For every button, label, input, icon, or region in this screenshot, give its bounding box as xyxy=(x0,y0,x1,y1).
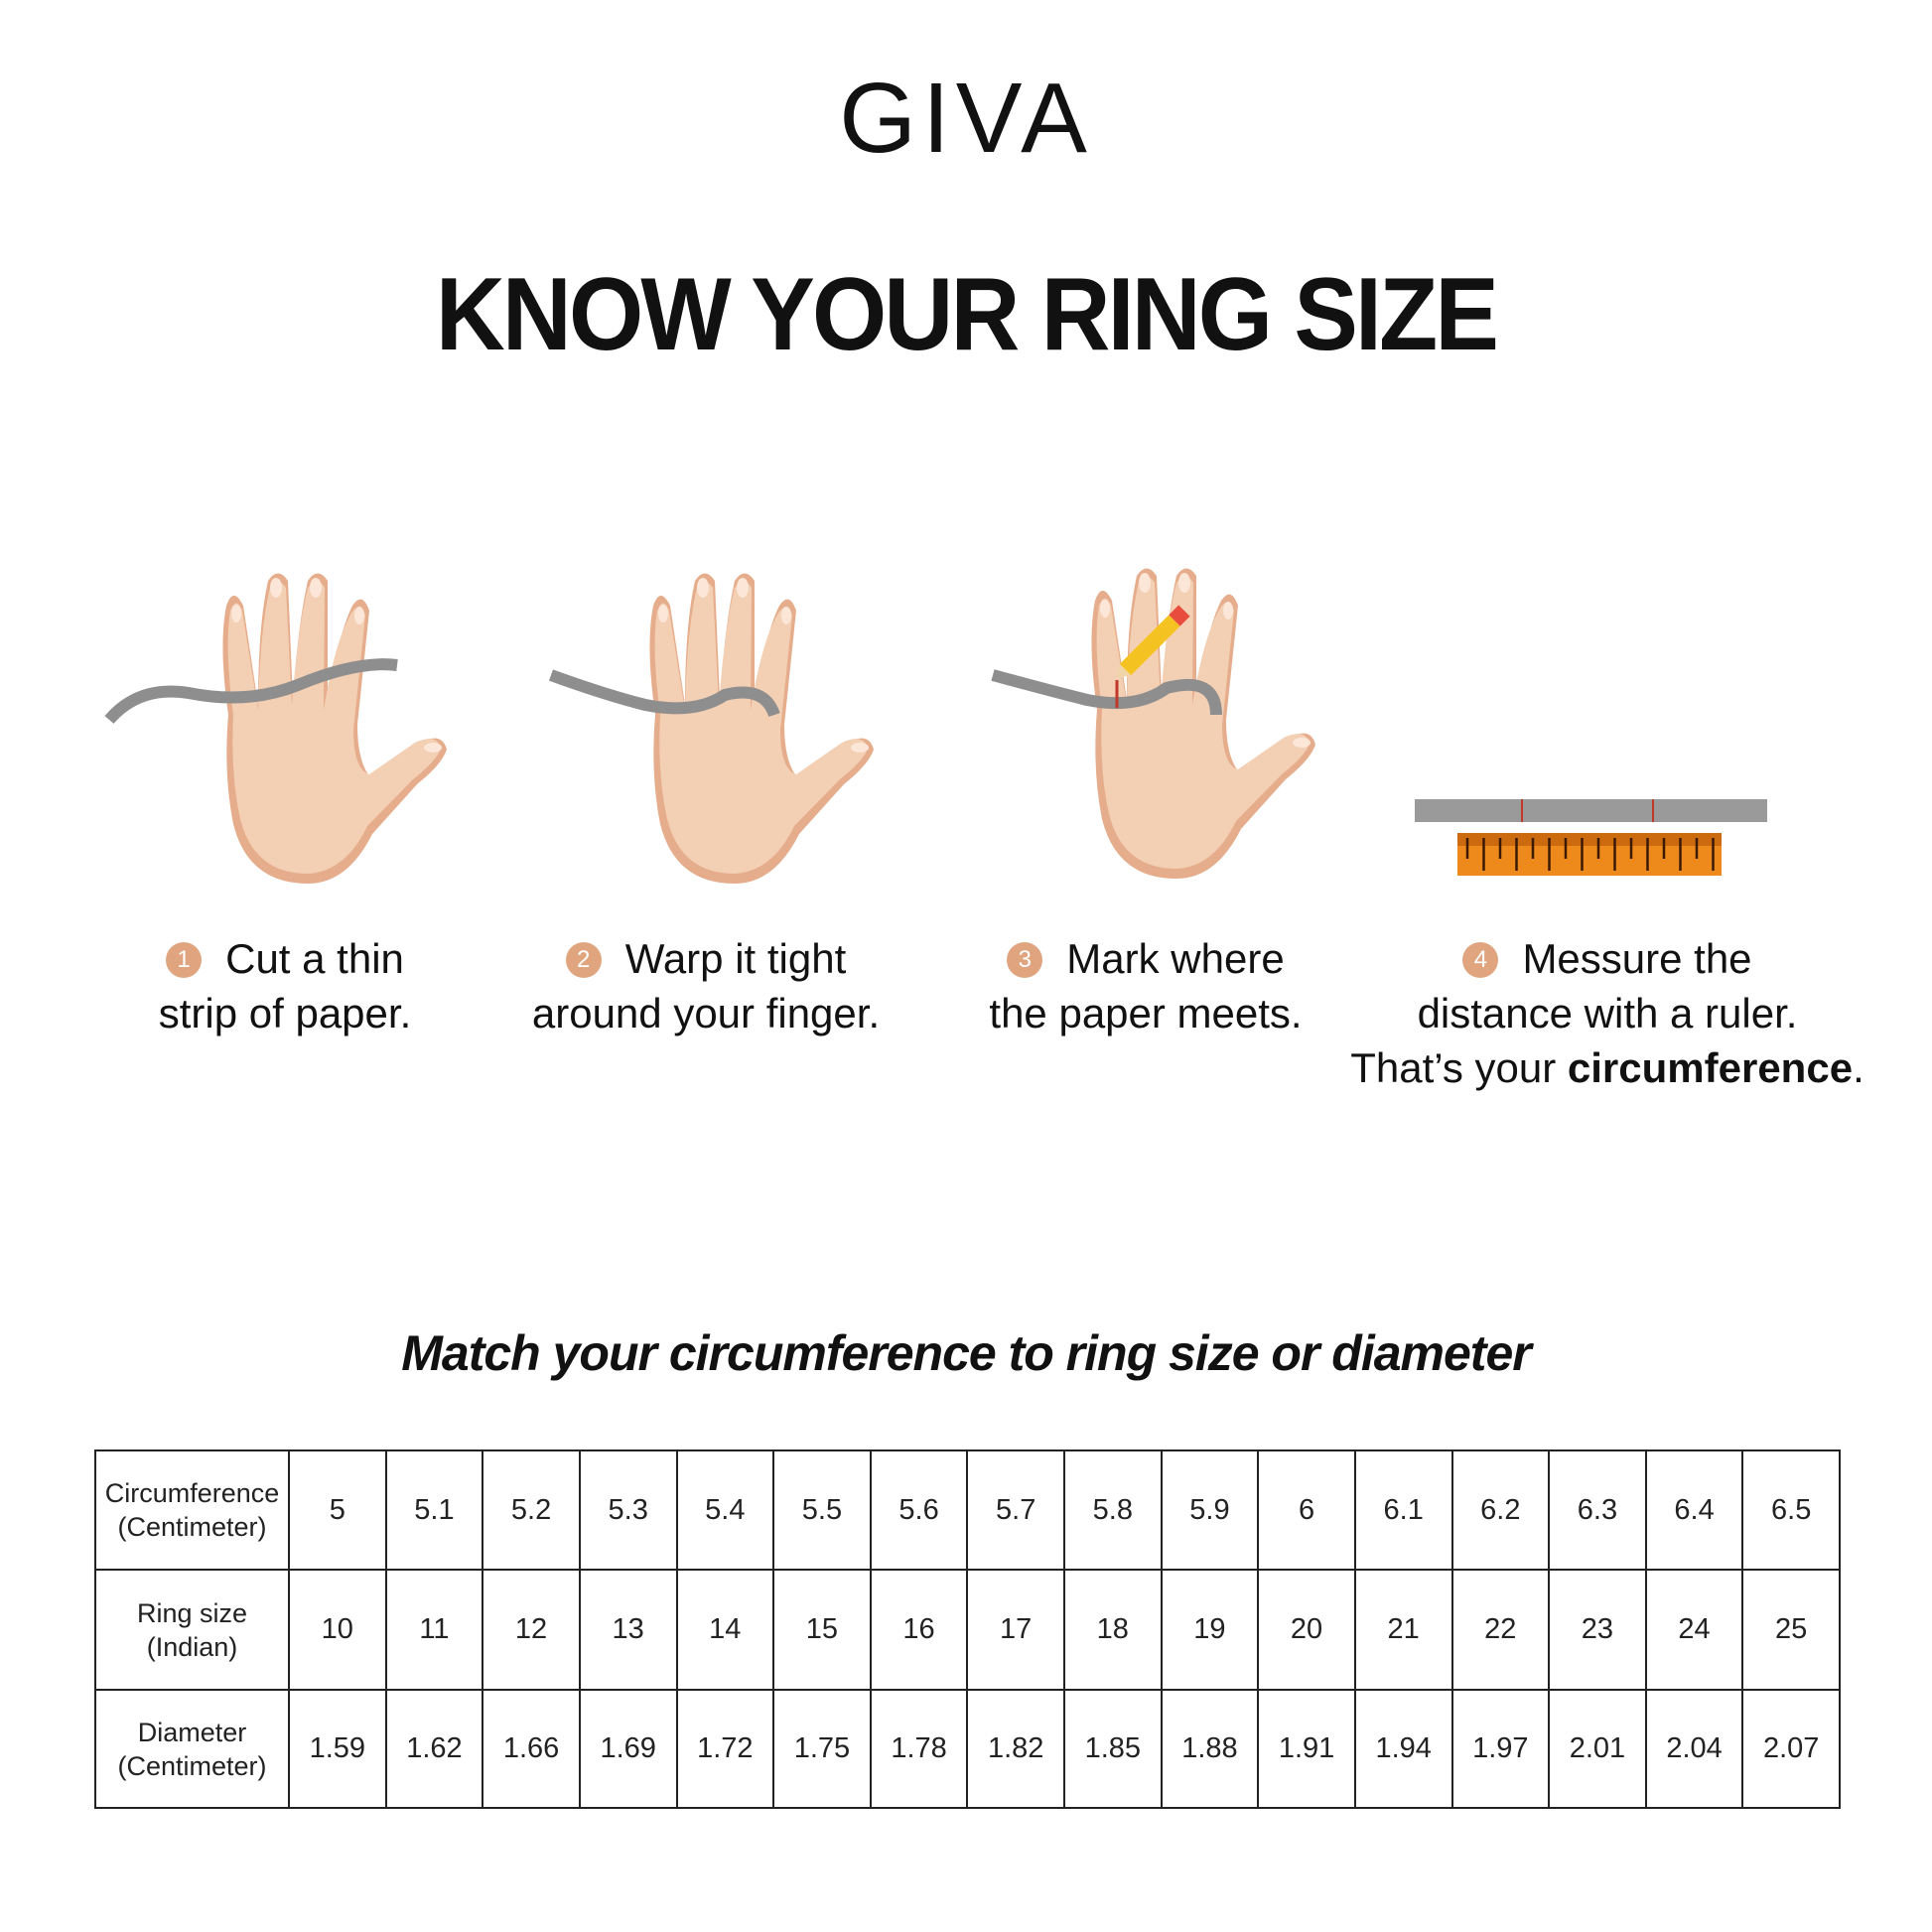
pencil-icon xyxy=(1117,605,1190,678)
table-cell: 1.97 xyxy=(1450,1689,1551,1809)
table-cell: 1.75 xyxy=(772,1689,872,1809)
row-header: Ring size (Indian) xyxy=(94,1569,290,1691)
table-cell: 24 xyxy=(1644,1569,1744,1691)
page-title: KNOW YOUR RING SIZE xyxy=(435,257,1499,372)
table-cell: 18 xyxy=(1063,1569,1163,1691)
step-number-badge: 1 xyxy=(166,942,203,978)
table-heading: Match your circumference to ring size or… xyxy=(401,1325,1531,1381)
table-cell: 5.1 xyxy=(384,1449,484,1571)
table-cell: 11 xyxy=(384,1569,484,1691)
table-row: Diameter (Centimeter) 1.59 1.62 1.66 1.69 1.72… xyxy=(94,1689,1841,1809)
table-cell: 21 xyxy=(1353,1569,1453,1691)
paper-strip-icon xyxy=(1415,799,1767,822)
step-text-prefix: That’s your xyxy=(1350,1044,1568,1091)
table-cell: 1.62 xyxy=(384,1689,484,1809)
row-header-line2: (Centimeter) xyxy=(117,1750,267,1781)
table-cell: 5.8 xyxy=(1063,1449,1163,1571)
table-cell: 1.82 xyxy=(966,1689,1065,1809)
table-cell: 1.91 xyxy=(1257,1689,1356,1809)
table-cell: 5.6 xyxy=(869,1449,969,1571)
table-cell: 2.04 xyxy=(1644,1689,1744,1809)
row-header-line1: Ring size xyxy=(136,1597,248,1628)
table-cell: 10 xyxy=(288,1569,387,1691)
table-cell: 17 xyxy=(966,1569,1065,1691)
giva-logo: GIVA xyxy=(839,63,1093,174)
table-cell: 5.7 xyxy=(966,1449,1065,1571)
table-cell: 1.59 xyxy=(288,1689,387,1809)
step-2: 2 Warp it tight around your finger. xyxy=(478,931,934,1040)
table-cell: 5.2 xyxy=(482,1449,581,1571)
table-row: Circumference (Centimeter) 5 5.1 5.2 5.3 5.4 5.… xyxy=(94,1449,1841,1571)
paper-strip-icon xyxy=(548,669,780,718)
row-header: Circumference (Centimeter) xyxy=(94,1449,290,1571)
table-cell: 23 xyxy=(1548,1569,1647,1691)
step-text: Cut a thin xyxy=(225,935,404,982)
step-text: the paper meets. xyxy=(989,990,1303,1036)
table-cell: 16 xyxy=(869,1569,969,1691)
row-header-line2: (Centimeter) xyxy=(117,1512,267,1542)
table-cell: 6.3 xyxy=(1548,1449,1647,1571)
ring-size-table: Circumference (Centimeter) 5 5.1 5.2 5.3 5.4 5.… xyxy=(94,1449,1841,1809)
table-row: Ring size (Indian) 10 11 12 13 14 15 16 17 18 19 20 2… xyxy=(94,1569,1841,1691)
ruler-icon xyxy=(1457,833,1722,876)
table-cell: 6.4 xyxy=(1644,1449,1744,1571)
step-1: 1 Cut a thin strip of paper. xyxy=(57,931,513,1040)
table-cell: 1.85 xyxy=(1063,1689,1163,1809)
table-cell: 1.72 xyxy=(675,1689,775,1809)
table-cell: 22 xyxy=(1450,1569,1551,1691)
table-cell: 2.07 xyxy=(1741,1689,1841,1809)
row-header-line1: Diameter xyxy=(137,1717,247,1747)
table-cell: 19 xyxy=(1160,1569,1260,1691)
table-cell: 25 xyxy=(1741,1569,1841,1691)
table-cell: 6 xyxy=(1257,1449,1356,1571)
step-3: 3 Mark where the paper meets. xyxy=(917,931,1374,1040)
step-text: Warp it tight xyxy=(624,935,847,982)
table-cell: 13 xyxy=(578,1569,678,1691)
step-text: strip of paper. xyxy=(158,990,412,1036)
row-header-line1: Circumference xyxy=(104,1478,280,1508)
table-cell: 5 xyxy=(288,1449,387,1571)
hand-wrap-finger-illustration xyxy=(548,573,874,884)
row-header-line2: (Indian) xyxy=(146,1631,238,1662)
step-number-badge: 2 xyxy=(565,942,602,978)
table-cell: 5.3 xyxy=(578,1449,678,1571)
table-cell: 15 xyxy=(772,1569,872,1691)
step-number-badge: 3 xyxy=(1007,942,1043,978)
table-cell: 6.5 xyxy=(1741,1449,1841,1571)
step-text: Messure the xyxy=(1522,935,1752,982)
table-cell: 6.2 xyxy=(1450,1449,1551,1571)
table-cell: 1.69 xyxy=(578,1689,678,1809)
step-text: around your finger. xyxy=(531,990,881,1036)
hand-mark-paper-illustration xyxy=(991,568,1315,879)
table-cell: 2.01 xyxy=(1548,1689,1647,1809)
step-text: Mark where xyxy=(1066,935,1285,982)
step-text: That’s your circumference. xyxy=(1339,1040,1875,1095)
table-cell: 5.9 xyxy=(1160,1449,1260,1571)
table-cell: 1.66 xyxy=(482,1689,581,1809)
step-number-badge: 4 xyxy=(1462,942,1499,978)
table-cell: 5.4 xyxy=(675,1449,775,1571)
step-4: 4 Messure the distance with a ruler. That… xyxy=(1339,931,1875,1095)
table-cell: 14 xyxy=(675,1569,775,1691)
paper-strip-icon xyxy=(104,658,398,725)
table-cell: 5.5 xyxy=(772,1449,872,1571)
step-text: distance with a ruler. xyxy=(1417,990,1798,1036)
step-text-suffix: . xyxy=(1853,1044,1864,1091)
table-cell: 6.1 xyxy=(1353,1449,1453,1571)
paper-strip-icon xyxy=(991,669,1222,716)
hand-cut-strip-illustration xyxy=(104,573,447,884)
table-cell: 1.88 xyxy=(1160,1689,1260,1809)
row-header: Diameter (Centimeter) xyxy=(94,1689,290,1809)
ruler-measure-illustration xyxy=(1415,799,1767,876)
table-cell: 20 xyxy=(1257,1569,1356,1691)
step-text-bold: circumference xyxy=(1567,1044,1854,1091)
table-cell: 1.78 xyxy=(869,1689,969,1809)
table-cell: 1.94 xyxy=(1353,1689,1453,1809)
table-cell: 12 xyxy=(482,1569,581,1691)
